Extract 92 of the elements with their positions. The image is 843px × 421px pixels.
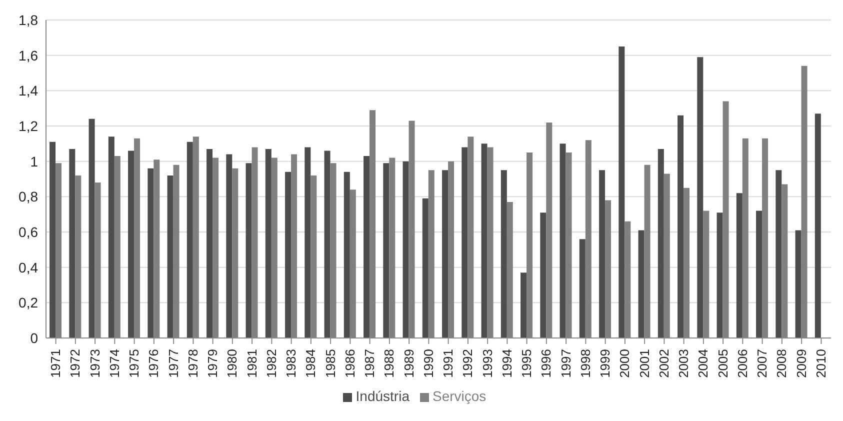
y-tick-label: 1,6 (18, 47, 38, 64)
bar (383, 163, 390, 338)
x-tick-label: 1995 (519, 349, 534, 378)
x-tick-label: 2006 (734, 349, 750, 378)
bar (658, 148, 664, 338)
bar (88, 118, 95, 338)
bar (108, 136, 114, 338)
y-tick-label: 1,4 (18, 82, 38, 99)
x-tick-label: 1990 (420, 349, 436, 378)
x-tick-label: 1985 (322, 349, 338, 378)
x-tick-label: 1994 (499, 349, 514, 378)
bar (167, 175, 174, 338)
x-tick-label: 2008 (774, 349, 790, 378)
x-tick-label: 2001 (636, 349, 652, 378)
bar (697, 57, 704, 338)
bar (736, 193, 742, 338)
bar (462, 147, 468, 338)
x-tick-label: 1980 (224, 349, 240, 378)
bar (402, 161, 409, 338)
x-tick-label: 1996 (538, 349, 554, 378)
x-tick-label: 1971 (48, 349, 64, 378)
x-tick-label: 1998 (578, 349, 593, 378)
x-tick-label: 1983 (284, 349, 299, 378)
legend-label: Indústria (356, 388, 410, 404)
bar (304, 147, 311, 338)
bar (344, 172, 350, 338)
bar (50, 142, 56, 338)
x-tick-label: 1989 (401, 349, 416, 378)
x-tick-label: 2005 (715, 349, 730, 378)
bar (599, 170, 606, 338)
x-tick-label: 1993 (480, 349, 495, 378)
x-tick-label: 1974 (106, 349, 122, 378)
bar (186, 142, 193, 338)
y-tick-label: 0 (30, 330, 38, 346)
bar (756, 210, 762, 338)
x-tick-label: 1988 (382, 349, 397, 378)
y-tick-label: 1,8 (18, 12, 38, 28)
x-tick-label: 1984 (303, 349, 318, 378)
bar (246, 163, 252, 338)
y-tick-label: 1,2 (18, 118, 38, 134)
bar (422, 198, 428, 338)
x-tick-label: 1979 (205, 349, 220, 378)
x-tick-label: 2002 (656, 349, 672, 378)
bar (206, 148, 213, 338)
y-tick-label: 1 (30, 153, 38, 170)
bar (226, 154, 232, 338)
bar (579, 239, 586, 338)
bar (814, 114, 821, 338)
x-tick-label: 1976 (146, 349, 162, 378)
y-tick-label: 0,4 (18, 259, 38, 276)
x-tick-label: 1972 (68, 349, 83, 378)
bar (795, 230, 802, 338)
x-tick-label: 1997 (558, 349, 574, 378)
bar (442, 170, 448, 338)
bar (324, 150, 330, 338)
x-tick-label: 1981 (244, 349, 260, 378)
bar (500, 170, 507, 338)
bar (520, 272, 527, 338)
x-tick-label: 1992 (460, 349, 476, 378)
x-tick-label: 1986 (342, 349, 358, 378)
y-tick-label: 0,8 (18, 188, 38, 205)
x-tick-label: 2003 (676, 349, 692, 378)
x-tick-label: 2007 (754, 349, 770, 378)
bar (716, 212, 723, 338)
x-tick-label: 1978 (185, 349, 200, 378)
x-tick-label: 2010 (813, 349, 828, 378)
x-tick-label: 1982 (264, 349, 279, 378)
bar (481, 144, 488, 338)
bar (638, 230, 644, 338)
x-tick-label: 1977 (166, 349, 181, 378)
bar (540, 212, 546, 338)
y-tick-label: 0,6 (18, 224, 38, 240)
bar (364, 156, 370, 338)
bar (560, 144, 566, 338)
bar (618, 46, 625, 338)
bar (69, 148, 76, 338)
x-tick-label: 1973 (87, 349, 102, 378)
x-tick-label: 1975 (126, 349, 142, 378)
x-tick-label: 2009 (794, 349, 809, 378)
x-tick-label: 1991 (440, 349, 456, 378)
bar (128, 150, 134, 338)
bar (285, 172, 292, 338)
x-tick-label: 2004 (696, 349, 711, 378)
bar (265, 148, 272, 338)
y-tick-label: 0,2 (18, 294, 38, 311)
x-tick-label: 1987 (362, 349, 378, 378)
bar (678, 115, 684, 338)
x-tick-label: 1999 (598, 349, 613, 378)
bar (776, 170, 782, 338)
bar (148, 168, 154, 338)
legend-label: Serviços (432, 388, 486, 404)
x-tick-label: 2000 (617, 349, 632, 378)
